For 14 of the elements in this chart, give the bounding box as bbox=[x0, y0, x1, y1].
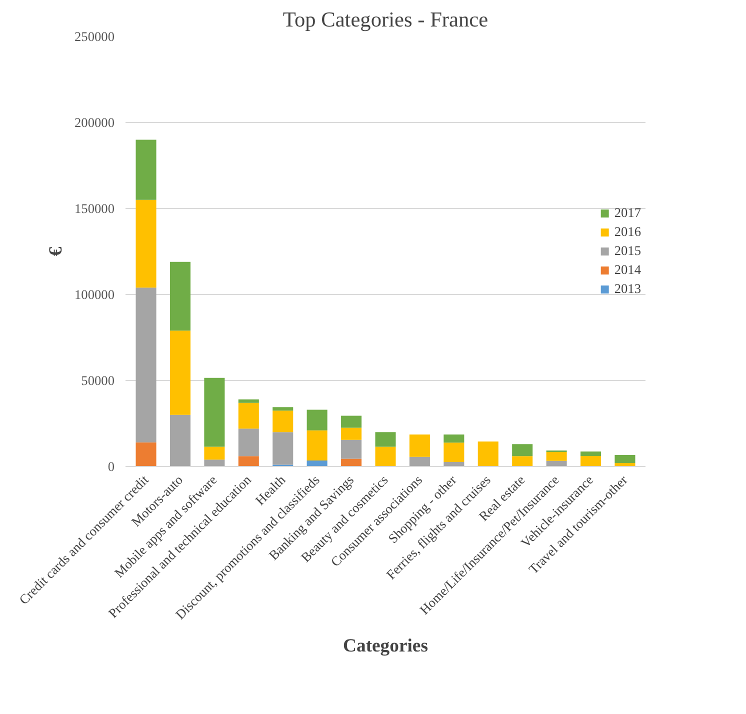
y-tick-label: 200000 bbox=[74, 115, 115, 130]
y-tick-label: 150000 bbox=[74, 201, 115, 216]
y-tick-label: 100000 bbox=[74, 287, 115, 302]
legend-label: 2017 bbox=[614, 205, 641, 221]
legend-label: 2014 bbox=[614, 262, 641, 278]
chart-title: Top Categories - France bbox=[282, 8, 488, 32]
legend-label: 2013 bbox=[614, 281, 641, 297]
y-axis-title: € bbox=[46, 246, 67, 256]
legend-label: 2016 bbox=[614, 224, 641, 240]
y-tick-label: 50000 bbox=[81, 373, 115, 388]
y-tick-label: 0 bbox=[108, 459, 115, 474]
legend-label: 2015 bbox=[614, 243, 641, 259]
x-axis-title: Categories bbox=[343, 635, 428, 656]
y-tick-label: 250000 bbox=[74, 29, 115, 44]
